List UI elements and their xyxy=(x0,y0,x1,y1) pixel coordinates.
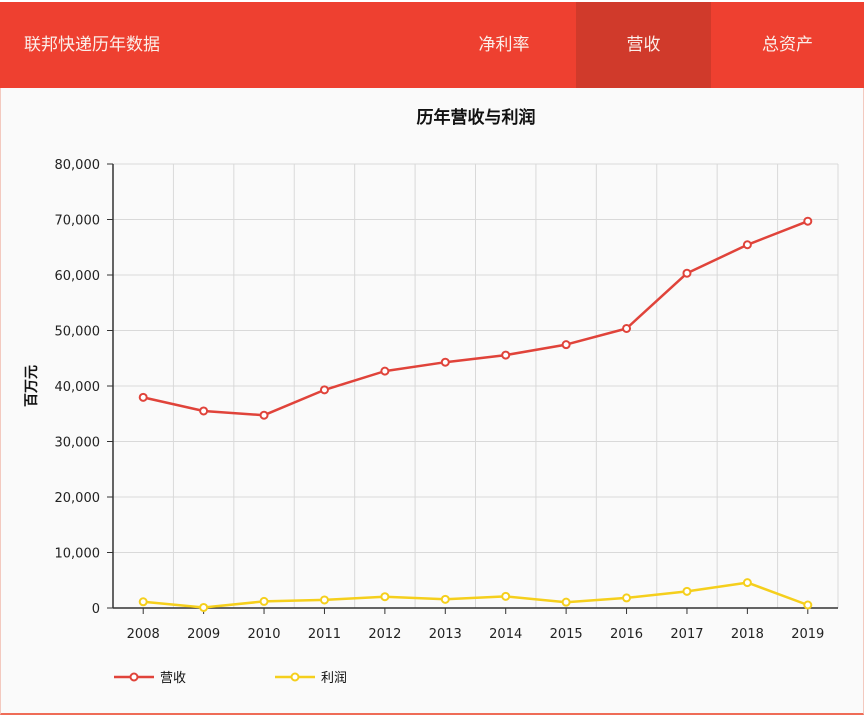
data-point[interactable] xyxy=(561,340,571,350)
data-point[interactable] xyxy=(138,392,148,402)
x-tick-label: 2018 xyxy=(731,627,764,642)
data-point[interactable] xyxy=(319,595,329,605)
data-point[interactable] xyxy=(561,597,571,607)
x-tick-label: 2016 xyxy=(610,627,643,642)
data-point[interactable] xyxy=(380,592,390,602)
data-point[interactable] xyxy=(622,323,632,333)
data-point[interactable] xyxy=(259,596,269,606)
data-point[interactable] xyxy=(199,406,209,416)
data-point[interactable] xyxy=(440,357,450,367)
y-axis-label: 百万元 xyxy=(24,365,40,407)
x-tick-label: 2015 xyxy=(550,627,583,642)
data-point[interactable] xyxy=(682,586,692,596)
x-axis: 2008 2009 2010 2011 2012 2013 2014 2015 2016 2017… xyxy=(113,607,838,642)
data-point[interactable] xyxy=(380,366,390,376)
y-tick-label: 70,000 xyxy=(55,214,101,229)
x-tick-label: 2009 xyxy=(187,627,220,642)
series-lines xyxy=(138,216,813,612)
x-tick-label: 2017 xyxy=(670,627,703,642)
x-tick-label: 2008 xyxy=(127,627,160,642)
y-tick-label: 10,000 xyxy=(55,547,101,562)
y-tick-label: 40,000 xyxy=(55,380,101,395)
x-tick-label: 2013 xyxy=(429,627,462,642)
y-tick-label: 60,000 xyxy=(55,269,101,284)
legend: 营收 利润 xyxy=(114,671,347,686)
data-point[interactable] xyxy=(742,578,752,588)
legend-item[interactable]: 利润 xyxy=(275,671,347,686)
x-tick-label: 2010 xyxy=(247,627,280,642)
data-point[interactable] xyxy=(440,594,450,604)
y-axis: 0 10,000 20,000 30,000 40,000 50,000 60,000 70,… xyxy=(55,158,114,617)
data-point[interactable] xyxy=(742,240,752,250)
data-point[interactable] xyxy=(259,410,269,420)
data-point[interactable] xyxy=(199,602,209,612)
top-navbar: 联邦快递历年数据 净利率 营收 总资产 xyxy=(0,2,864,88)
grid-lines xyxy=(113,163,839,608)
data-point[interactable] xyxy=(501,591,511,601)
y-tick-label: 50,000 xyxy=(55,325,101,340)
series-line xyxy=(143,581,809,609)
x-tick-label: 2011 xyxy=(308,627,341,642)
app-title: 联邦快递历年数据 xyxy=(24,35,160,55)
series-line xyxy=(142,220,809,417)
data-point[interactable] xyxy=(803,216,813,226)
legend-item[interactable]: 营收 xyxy=(114,671,186,686)
data-point[interactable] xyxy=(319,385,329,395)
y-tick-label: 80,000 xyxy=(55,158,101,173)
y-tick-label: 0 xyxy=(92,602,100,617)
legend-label: 利润 xyxy=(321,671,347,686)
line-chart: 历年营收与利润 0 10,000 20,000 30,000 40,000 50,000 6… xyxy=(24,107,839,686)
data-point[interactable] xyxy=(138,597,148,607)
x-tick-label: 2012 xyxy=(368,627,401,642)
y-tick-label: 30,000 xyxy=(55,436,101,451)
data-point[interactable] xyxy=(682,268,692,278)
chart-title: 历年营收与利润 xyxy=(417,107,536,128)
y-tick-label: 20,000 xyxy=(55,491,101,506)
x-tick-label: 2014 xyxy=(489,627,522,642)
tab-total-assets[interactable]: 总资产 xyxy=(762,35,813,55)
data-point[interactable] xyxy=(803,600,813,610)
chart-container: 历年营收与利润 0 10,000 20,000 30,000 40,000 50,000 6… xyxy=(0,88,864,713)
legend-label: 营收 xyxy=(160,671,186,686)
tab-net-margin[interactable]: 净利率 xyxy=(478,35,530,55)
data-point[interactable] xyxy=(501,350,511,360)
x-tick-label: 2019 xyxy=(791,627,824,642)
tab-revenue[interactable]: 营收 xyxy=(576,2,711,88)
data-point[interactable] xyxy=(622,593,632,603)
